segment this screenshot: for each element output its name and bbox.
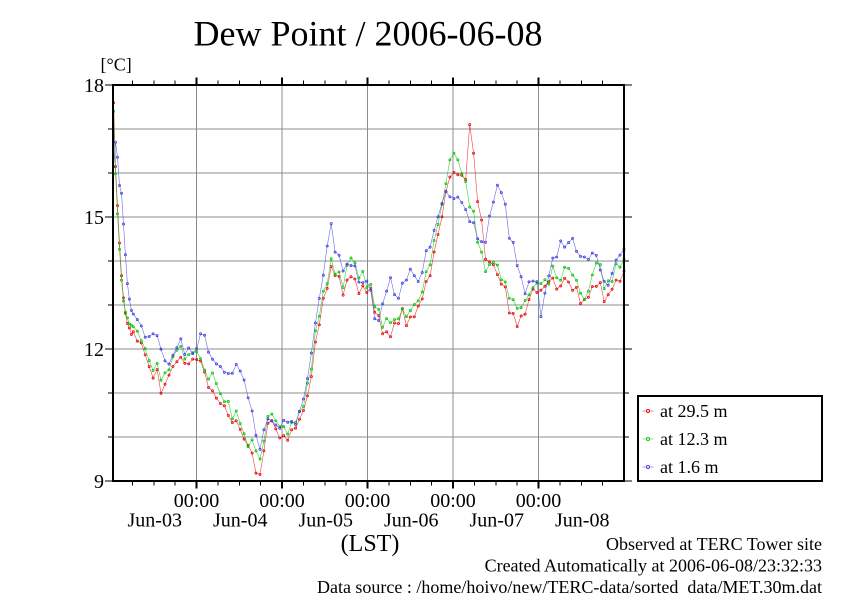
svg-text:Created Automatically at 2006-: Created Automatically at 2006-06-08/23:3… bbox=[485, 556, 822, 576]
svg-text:15: 15 bbox=[84, 207, 104, 229]
svg-text:[°C]: [°C] bbox=[101, 55, 132, 75]
svg-text:Dew Point / 2006-06-08: Dew Point / 2006-06-08 bbox=[194, 13, 543, 53]
svg-text:00:00: 00:00 bbox=[174, 490, 220, 512]
svg-text:at 1.6 m: at 1.6 m bbox=[660, 457, 719, 477]
svg-text:(LST): (LST) bbox=[341, 531, 400, 557]
svg-text:00:00: 00:00 bbox=[430, 490, 476, 512]
svg-text:Jun-06: Jun-06 bbox=[384, 510, 438, 532]
svg-text:Jun-07: Jun-07 bbox=[470, 510, 524, 532]
svg-text:Jun-08: Jun-08 bbox=[555, 510, 609, 532]
svg-text:at 29.5 m: at 29.5 m bbox=[660, 401, 728, 421]
svg-text:12: 12 bbox=[84, 339, 104, 361]
svg-text:00:00: 00:00 bbox=[259, 490, 305, 512]
svg-text:18: 18 bbox=[84, 75, 104, 97]
svg-text:Jun-03: Jun-03 bbox=[128, 510, 182, 532]
svg-text:at 12.3 m: at 12.3 m bbox=[660, 429, 728, 449]
svg-text:00:00: 00:00 bbox=[516, 490, 562, 512]
svg-text:9: 9 bbox=[94, 471, 104, 493]
svg-text:00:00: 00:00 bbox=[345, 490, 391, 512]
svg-text:Observed at TERC Tower site: Observed at TERC Tower site bbox=[606, 534, 822, 554]
svg-text:Jun-04: Jun-04 bbox=[213, 510, 267, 532]
svg-text:Jun-05: Jun-05 bbox=[299, 510, 353, 532]
svg-text:Data source : /home/hoivo/new/: Data source : /home/hoivo/new/TERC-data/… bbox=[317, 577, 822, 595]
